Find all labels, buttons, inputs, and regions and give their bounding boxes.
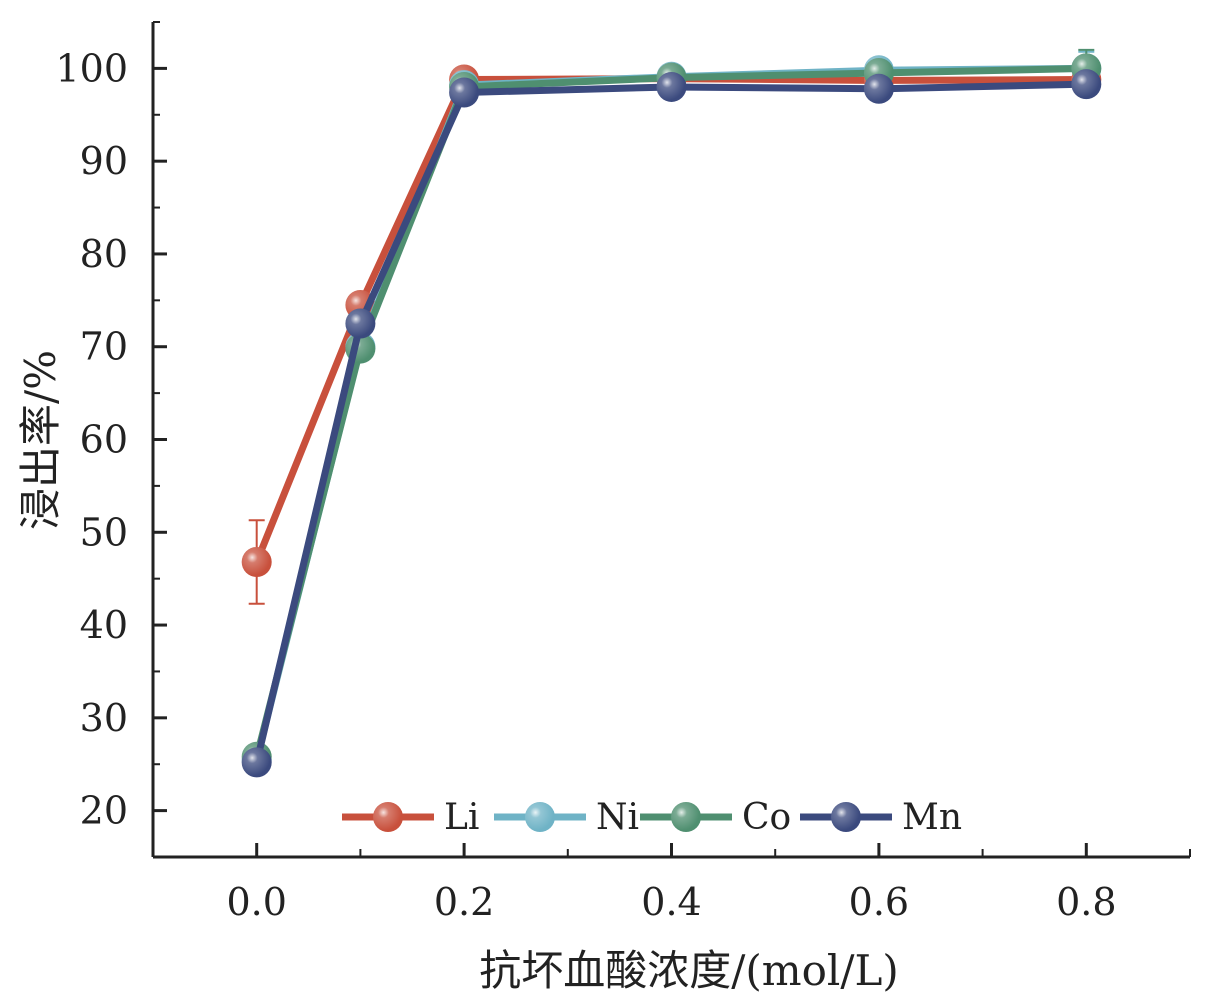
series-ni [241, 50, 1102, 775]
legend: Li Ni Co Mn [342, 797, 962, 838]
data-point-highlight [345, 308, 376, 339]
legend-marker-highlight [525, 802, 555, 832]
legend-item-ni: Ni [494, 797, 639, 838]
legend-marker-highlight [373, 802, 403, 832]
legend-label: Mn [902, 797, 962, 838]
data-point-highlight [656, 71, 687, 102]
y-tick-label: 90 [80, 139, 128, 183]
x-tick-label: 0.4 [641, 880, 701, 924]
axes: 20 30 40 50 60 70 80 90 100 0.0 0.2 0.4 0.6 0.8 [55, 21, 1191, 924]
legend-label: Co [742, 797, 791, 838]
data-point-highlight [449, 77, 480, 108]
y-tick-label: 40 [80, 603, 128, 647]
legend-marker-highlight [671, 802, 701, 832]
series-co [241, 48, 1102, 772]
data-point-highlight [241, 546, 272, 577]
x-tick-label: 0.8 [1056, 880, 1116, 924]
legend-label: Li [444, 797, 479, 838]
legend-label: Ni [596, 797, 639, 838]
series-layer [241, 48, 1102, 778]
y-tick-label: 50 [80, 510, 128, 554]
data-point-highlight [1071, 69, 1102, 100]
y-tick-label: 80 [80, 232, 128, 276]
data-point-highlight [241, 747, 272, 778]
x-axis-title: 抗坏血酸浓度/(mol/L) [479, 946, 899, 995]
y-tick-label: 70 [80, 325, 128, 369]
series-line-li [253, 75, 1090, 566]
x-tick-label: 0.6 [849, 880, 909, 924]
legend-marker-highlight [831, 802, 861, 832]
legend-item-li: Li [342, 797, 479, 838]
series-line-mn [253, 80, 1090, 766]
y-axis-title: 浸出率/% [16, 350, 65, 530]
series-line-co [253, 64, 1090, 761]
legend-item-co: Co [640, 797, 791, 838]
y-tick-label: 60 [80, 418, 128, 462]
series-mn [241, 69, 1102, 778]
y-tick-label: 30 [80, 696, 128, 740]
x-tick-label: 0.2 [434, 880, 494, 924]
x-tick-label: 0.0 [226, 880, 286, 924]
legend-item-mn: Mn [800, 797, 962, 838]
y-tick-label: 100 [55, 46, 128, 90]
data-point-highlight [863, 73, 894, 104]
y-tick-label: 20 [80, 789, 128, 833]
series-line-ni [253, 64, 1090, 764]
